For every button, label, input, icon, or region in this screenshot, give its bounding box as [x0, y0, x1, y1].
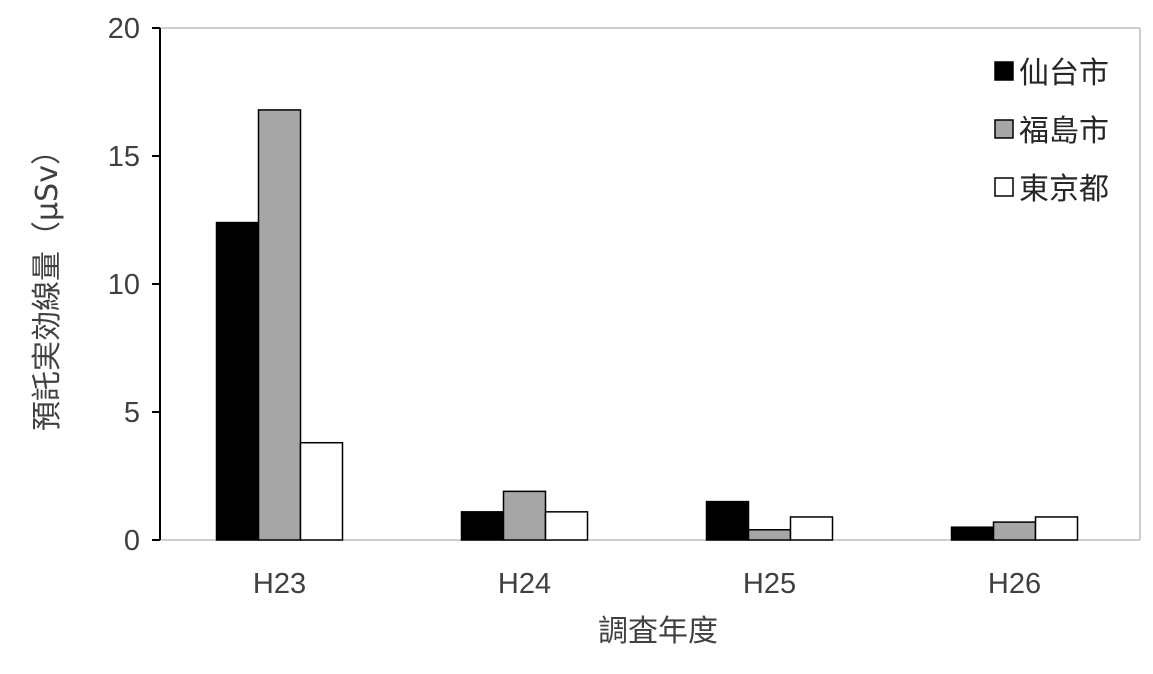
bar-h26-series-1 — [950, 526, 995, 541]
legend-label: 東京都 — [1019, 172, 1109, 207]
bar-h26-series-3 — [1034, 516, 1079, 541]
bar-h26-series-2 — [992, 521, 1037, 541]
bar-h25-series-1 — [705, 500, 750, 541]
x-axis-title: 調査年度 — [598, 614, 718, 649]
x-tick-label: H23 — [253, 568, 306, 600]
bar-marks — [215, 109, 1079, 541]
bar-h24-series-2 — [502, 490, 547, 541]
y-axis-ticks: 0 5 10 15 20 — [108, 13, 160, 557]
legend-label: 福島市 — [1019, 114, 1109, 149]
bar-h23-series-2 — [257, 109, 302, 541]
bar-h25-series-3 — [789, 516, 834, 541]
x-tick-label: H26 — [988, 568, 1041, 600]
y-tick-label: 10 — [108, 269, 140, 301]
x-axis-ticks: H23 H24 H25 H26 — [253, 568, 1041, 600]
y-tick-label: 20 — [108, 13, 140, 45]
legend-label: 仙台市 — [1019, 56, 1109, 91]
x-tick-label: H25 — [743, 568, 796, 600]
y-tick-label: 15 — [108, 141, 140, 173]
legend-swatch — [994, 61, 1014, 81]
bar-h24-series-1 — [460, 511, 505, 541]
bar-h23-series-1 — [215, 221, 260, 541]
legend-swatch — [994, 177, 1014, 197]
bar-h25-series-2 — [747, 529, 792, 541]
x-tick-label: H24 — [498, 568, 551, 600]
legend-swatch — [994, 119, 1014, 139]
y-axis-title: 預託実効線量（μSv） — [30, 135, 65, 431]
bar-h24-series-3 — [544, 511, 589, 541]
bar-h23-series-3 — [299, 441, 344, 541]
y-tick-label: 5 — [124, 397, 140, 429]
y-tick-label: 0 — [124, 525, 140, 557]
